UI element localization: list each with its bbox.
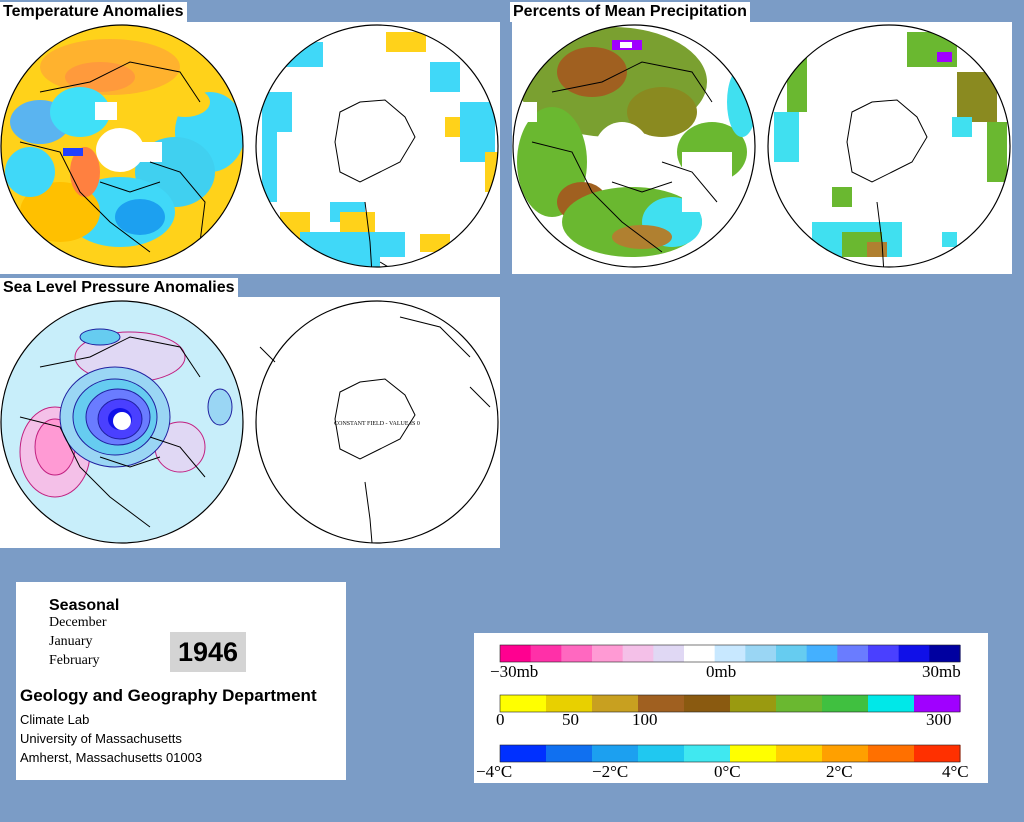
year-badge: 1946 xyxy=(170,632,246,672)
temperature-south-hemisphere-map xyxy=(256,25,498,267)
pressure-scale-swatch xyxy=(561,645,593,662)
precipitation-scale-swatch xyxy=(684,695,731,712)
pressure-north-hemisphere-map xyxy=(1,301,243,543)
temperature-scale-swatch xyxy=(592,745,639,762)
precipitation-scale-swatch xyxy=(546,695,593,712)
month-3: February xyxy=(49,653,100,668)
temperature-scale-swatch xyxy=(638,745,685,762)
pressure-label-zero: 0mb xyxy=(706,662,737,681)
pressure-south-hemisphere-map: CONSTANT FIELD - VALUE IS 0 xyxy=(255,300,499,544)
precip-label-50: 50 xyxy=(562,710,579,729)
pressure-scale-swatch xyxy=(837,645,869,662)
temp-label-2: 2°C xyxy=(826,762,853,781)
temperature-scale-frame xyxy=(499,744,961,763)
pressure-scale-frame xyxy=(499,644,961,663)
pressure-maps: CONSTANT FIELD - VALUE IS 0 xyxy=(0,300,499,544)
pressure-label-min: −30mb xyxy=(490,662,539,681)
precipitation-north-hemisphere-map xyxy=(513,25,755,267)
precipitation-scale-swatch xyxy=(592,695,639,712)
temperature-scale-swatch xyxy=(776,745,823,762)
pressure-scale-swatch xyxy=(898,645,930,662)
pressure-label-max: 30mb xyxy=(922,662,961,681)
constant-field-note: CONSTANT FIELD - VALUE IS 0 xyxy=(334,421,420,427)
temp-label-minus2: −2°C xyxy=(592,762,629,781)
pressure-panel: CONSTANT FIELD - VALUE IS 0 xyxy=(0,297,500,548)
info-box: Seasonal December January February 1946 … xyxy=(16,582,346,780)
precipitation-maps xyxy=(512,24,1011,268)
temperature-title: Temperature Anomalies xyxy=(0,2,187,22)
pressure-scale-swatch xyxy=(714,645,746,662)
temperature-scale-swatch xyxy=(684,745,731,762)
pressure-scale-swatch xyxy=(684,645,716,662)
pressure-scale-swatch xyxy=(929,645,961,662)
pressure-scale-swatch xyxy=(806,645,838,662)
temperature-scale-swatch xyxy=(914,745,961,762)
temperature-north-hemisphere-map xyxy=(1,25,243,267)
legend-bars xyxy=(499,644,961,763)
precipitation-scale-swatch xyxy=(868,695,915,712)
precipitation-panel xyxy=(512,22,1012,274)
precipitation-scale-swatch xyxy=(776,695,823,712)
temperature-scale-swatch xyxy=(868,745,915,762)
temp-label-4: 4°C xyxy=(942,762,969,781)
precipitation-scale-frame xyxy=(499,694,961,713)
precip-label-0: 0 xyxy=(496,710,505,729)
precip-label-100: 100 xyxy=(632,710,658,729)
temperature-scale-bar xyxy=(499,744,961,763)
color-legend: −30mb 0mb 30mb 0 50 100 300 −4°C −2°C 0°… xyxy=(474,633,988,783)
precipitation-scale-swatch xyxy=(500,695,547,712)
address-line-2: University of Massachusetts xyxy=(20,731,182,746)
pressure-scale-swatch xyxy=(745,645,777,662)
pressure-title: Sea Level Pressure Anomalies xyxy=(0,278,238,298)
temperature-scale-swatch xyxy=(500,745,547,762)
pressure-scale-bar xyxy=(499,644,961,663)
precipitation-scale-swatch xyxy=(730,695,777,712)
pressure-scale-swatch xyxy=(868,645,900,662)
precipitation-scale-swatch xyxy=(822,695,869,712)
precip-label-300: 300 xyxy=(926,710,952,729)
season-label: Seasonal xyxy=(49,597,120,614)
pressure-scale-swatch xyxy=(622,645,654,662)
pressure-scale-swatch xyxy=(653,645,685,662)
address-line-3: Amherst, Massachusetts 01003 xyxy=(20,750,203,765)
temperature-panel xyxy=(0,22,500,274)
precipitation-scale-swatch xyxy=(638,695,685,712)
precipitation-title: Percents of Mean Precipitation xyxy=(510,2,750,22)
precipitation-scale-bar xyxy=(499,694,961,713)
temperature-scale-swatch xyxy=(546,745,593,762)
department-name: Geology and Geography Department xyxy=(20,686,317,705)
pressure-scale-swatch xyxy=(776,645,808,662)
temperature-scale-swatch xyxy=(730,745,777,762)
month-2: January xyxy=(49,634,93,649)
temperature-scale-swatch xyxy=(822,745,869,762)
temp-label-0: 0°C xyxy=(714,762,741,781)
pressure-scale-swatch xyxy=(530,645,562,662)
temp-label-minus4: −4°C xyxy=(476,762,513,781)
precipitation-scale-swatch xyxy=(914,695,961,712)
pressure-scale-swatch xyxy=(592,645,624,662)
temperature-maps xyxy=(0,24,499,268)
month-1: December xyxy=(49,615,107,630)
address-line-1: Climate Lab xyxy=(20,712,90,727)
pressure-scale-swatch xyxy=(500,645,532,662)
